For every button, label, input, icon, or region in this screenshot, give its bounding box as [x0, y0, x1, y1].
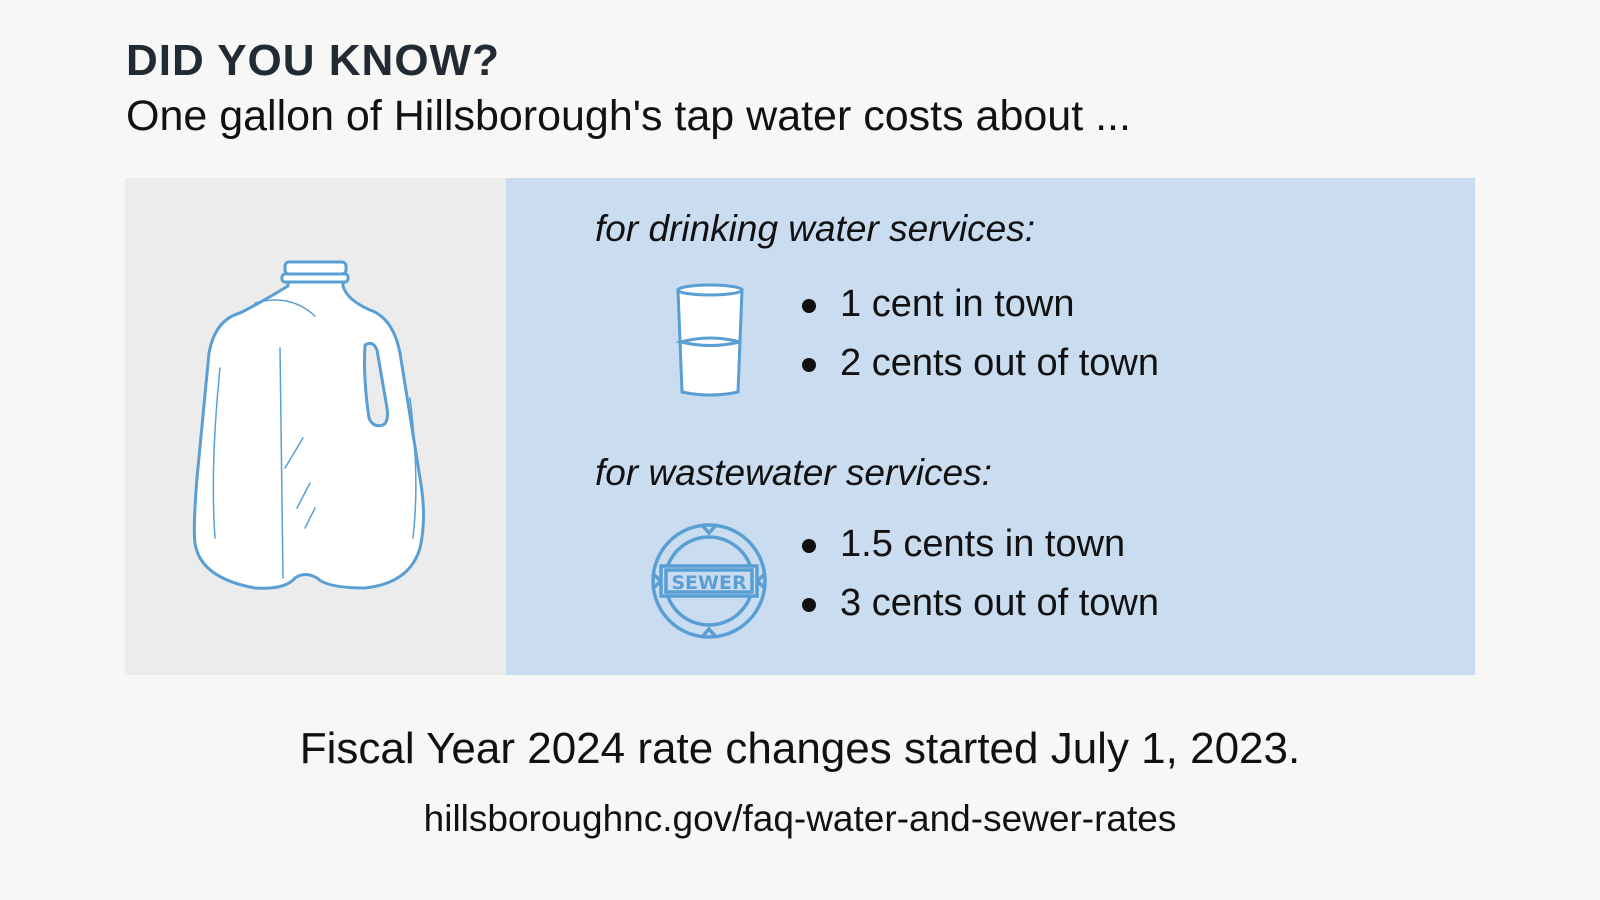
drinking-water-rates: 1 cent in town 2 cents out of town: [802, 275, 1159, 393]
list-item: 2 cents out of town: [802, 334, 1159, 393]
subtitle: One gallon of Hillsborough's tap water c…: [126, 92, 1131, 140]
water-glass-icon: [675, 283, 744, 397]
list-item: 1.5 cents in town: [802, 515, 1159, 574]
water-jug-icon: [192, 260, 425, 590]
list-item: 1 cent in town: [802, 275, 1159, 334]
drinking-water-label: for drinking water services:: [595, 208, 1036, 249]
rates-panel: for drinking water services: 1 cent in t…: [506, 178, 1475, 675]
sewer-manhole-icon: SEWER: [651, 523, 767, 639]
illustration-panel: [125, 178, 506, 675]
rate-change-note: Fiscal Year 2024 rate changes started Ju…: [299, 724, 1301, 773]
wastewater-rates: 1.5 cents in town 3 cents out of town: [802, 515, 1159, 633]
sewer-icon-text: SEWER: [671, 572, 747, 594]
list-item: 3 cents out of town: [802, 574, 1159, 633]
wastewater-label: for wastewater services:: [595, 452, 992, 493]
title: DID YOU KNOW?: [126, 36, 500, 85]
faq-link[interactable]: hillsboroughnc.gov/faq-water-and-sewer-r…: [423, 798, 1177, 839]
